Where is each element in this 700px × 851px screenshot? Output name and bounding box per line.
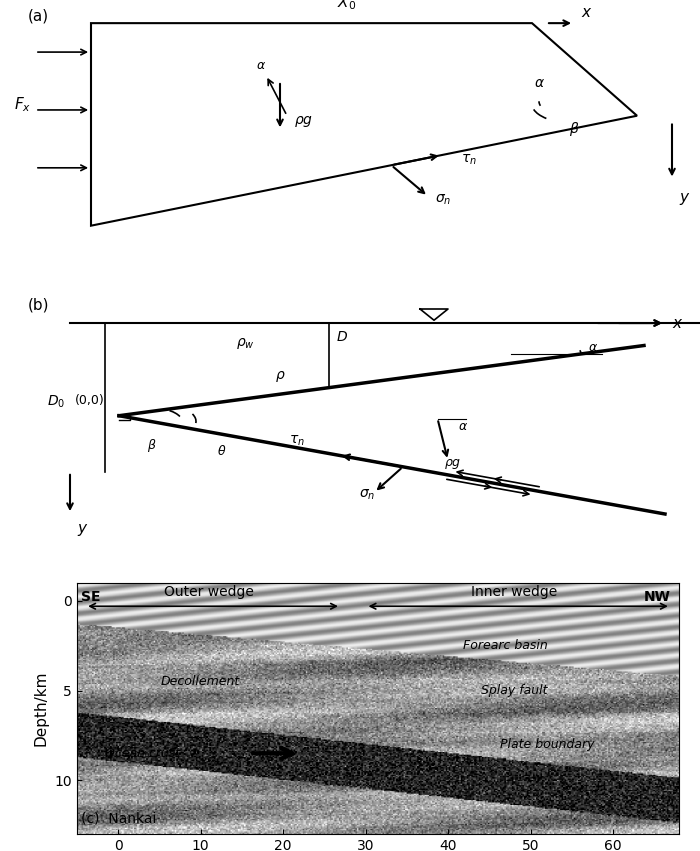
Text: Outer wedge: Outer wedge <box>164 585 254 599</box>
Text: Forearc basin: Forearc basin <box>463 639 548 652</box>
Text: (b): (b) <box>28 298 50 313</box>
Text: $\beta$: $\beta$ <box>147 437 157 454</box>
Text: (0,0): (0,0) <box>76 394 105 408</box>
Text: $F_x$: $F_x$ <box>14 94 31 113</box>
Text: (a): (a) <box>28 9 49 24</box>
Text: SE: SE <box>81 590 101 604</box>
Text: $\tau_n$: $\tau_n$ <box>461 152 477 167</box>
Y-axis label: Depth/km: Depth/km <box>34 671 49 746</box>
Text: $\alpha$: $\alpha$ <box>256 60 266 72</box>
Text: $X_0$: $X_0$ <box>337 0 356 12</box>
Text: $\rho$: $\rho$ <box>274 369 286 384</box>
Text: $\alpha$: $\alpha$ <box>533 76 545 90</box>
Text: Plate boundary: Plate boundary <box>500 738 594 751</box>
Text: $\sigma_n$: $\sigma_n$ <box>435 192 452 207</box>
Text: $\alpha$: $\alpha$ <box>458 420 468 433</box>
Text: (c)  Nankai: (c) Nankai <box>81 811 157 825</box>
Text: Inner wedge: Inner wedge <box>471 585 557 599</box>
Text: $\tau_n$: $\tau_n$ <box>289 434 305 448</box>
Text: Decollement: Decollement <box>161 675 240 688</box>
Text: $x$: $x$ <box>581 5 592 20</box>
Text: Splay fault: Splay fault <box>481 684 547 697</box>
Text: $\beta$: $\beta$ <box>569 120 579 138</box>
Text: $\rho g$: $\rho g$ <box>294 114 313 129</box>
Text: NW: NW <box>644 590 671 604</box>
Text: $y$: $y$ <box>679 191 691 207</box>
Text: $\sigma_n$: $\sigma_n$ <box>359 488 375 502</box>
Text: $\rho g$: $\rho g$ <box>444 457 462 471</box>
Text: Ocean crust: Ocean crust <box>105 747 181 760</box>
Text: $D$: $D$ <box>336 330 348 345</box>
Text: $D_0$: $D_0$ <box>47 393 65 410</box>
Text: $y$: $y$ <box>77 523 89 539</box>
Text: $x$: $x$ <box>672 316 683 330</box>
Text: $\rho_w$: $\rho_w$ <box>236 335 254 351</box>
Text: $\theta$: $\theta$ <box>217 444 226 458</box>
Text: $\alpha$: $\alpha$ <box>588 341 598 354</box>
